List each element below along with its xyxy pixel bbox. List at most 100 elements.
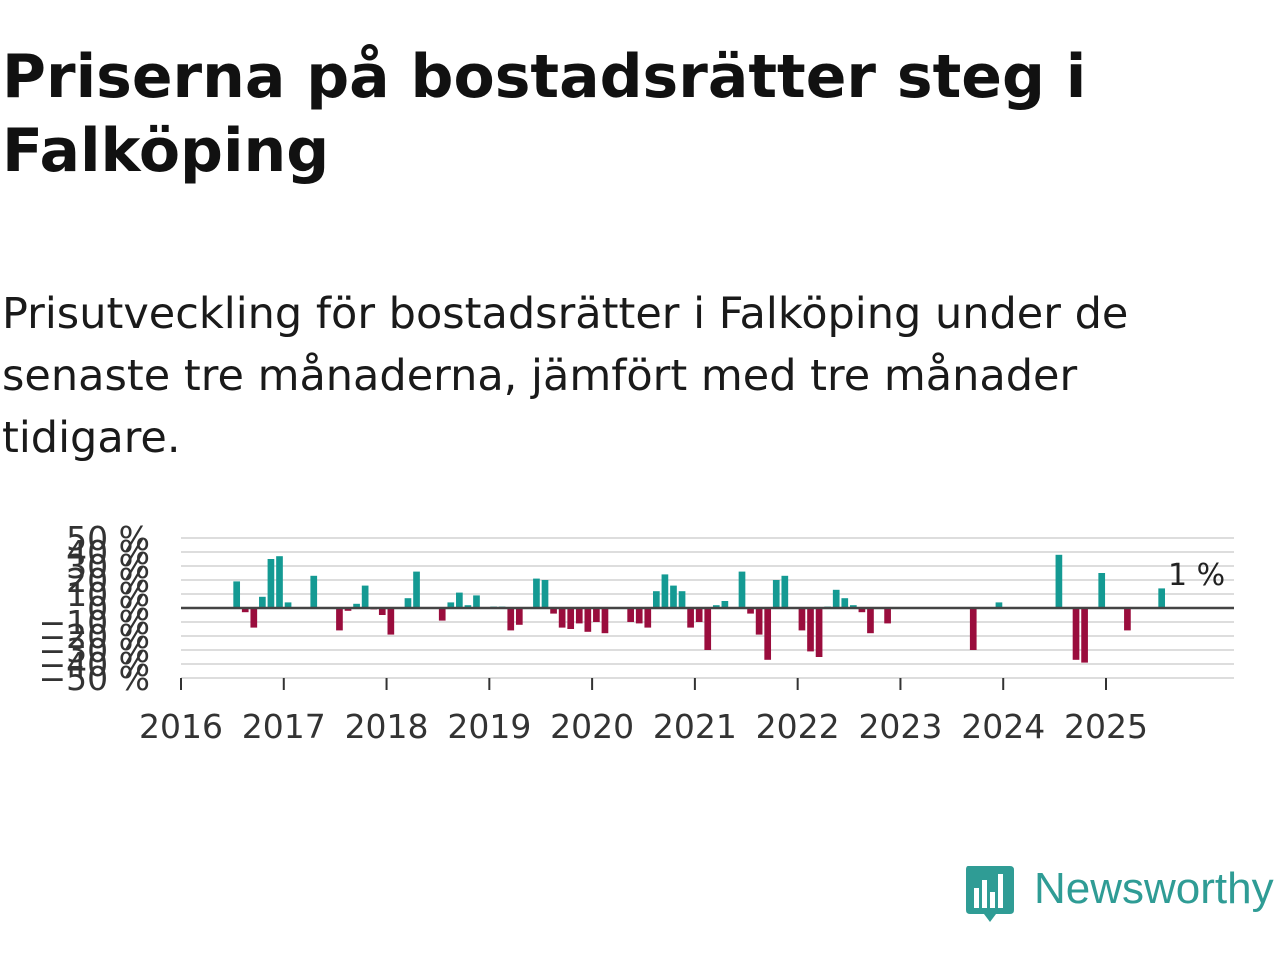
newsworthy-logo: Newsworthy: [962, 862, 1278, 928]
bar: [464, 605, 472, 608]
bar: [541, 580, 549, 608]
bar: [558, 608, 566, 628]
bar: [1098, 573, 1106, 608]
bar: [653, 591, 660, 608]
x-tick-label: 2017: [242, 707, 326, 746]
bar: [635, 608, 643, 624]
bars: [233, 554, 1166, 663]
bar: [678, 591, 686, 608]
bar: [670, 585, 677, 608]
bar: [575, 608, 583, 624]
bar: [507, 608, 515, 631]
annotation: 1 %: [1168, 558, 1225, 593]
bar: [584, 608, 592, 632]
bar: [515, 608, 523, 625]
bar: [456, 592, 463, 608]
x-tick-label: 2018: [345, 707, 429, 746]
y-tick-label: −20 %: [39, 617, 151, 656]
bar: [250, 608, 258, 628]
bar: [772, 580, 780, 608]
y-tick-label: −30 %: [39, 631, 151, 670]
x-axis-tick-labels: 2016 2017 2018 2019 2020 2021 2022 2023 2024 2025: [139, 707, 1148, 746]
newsworthy-logo-text: Newsworthy: [1034, 864, 1274, 913]
bar: [404, 598, 412, 608]
bar: [241, 608, 249, 613]
bar: [755, 608, 763, 635]
bar: [276, 556, 283, 608]
bar: [661, 574, 669, 608]
y-tick-label: −50 %: [39, 659, 151, 698]
bar: [627, 608, 634, 622]
bar: [473, 595, 480, 608]
bar: [533, 578, 540, 608]
chart-subtitle: Prisutveckling för bostadsrätter i Falkö…: [2, 289, 1129, 463]
bar: [738, 571, 746, 608]
bar: [884, 608, 891, 624]
bar: [815, 608, 823, 657]
bar: [995, 602, 1003, 608]
bar: [858, 608, 866, 613]
bar: [310, 575, 318, 608]
bar-chart: −50 %−40 %−30 %−20 %−10 %0 %10 %20 %30 %…: [39, 519, 1234, 746]
bar: [567, 608, 575, 629]
bar: [378, 608, 386, 615]
bar: [438, 608, 446, 621]
bar: [807, 608, 814, 652]
bar: [841, 598, 849, 608]
x-tick-label: 2019: [447, 707, 531, 746]
annotation-label: 1 %: [1168, 558, 1225, 593]
bar: [1055, 554, 1063, 608]
bar: [1072, 608, 1080, 660]
axes: [180, 606, 1234, 690]
bar: [704, 608, 712, 650]
x-tick-label: 2022: [756, 707, 840, 746]
x-tick-label: 2024: [961, 707, 1045, 746]
y-tick-label: 10 %: [66, 575, 150, 614]
bar: [1081, 608, 1088, 663]
x-tick-label: 2020: [550, 707, 634, 746]
y-tick-label: 40 %: [66, 533, 150, 572]
y-tick-label: 0 %: [87, 589, 150, 628]
bar: [259, 596, 266, 608]
bar: [781, 575, 789, 608]
bar: [644, 608, 652, 628]
bar: [447, 602, 455, 608]
bar: [764, 608, 772, 660]
y-tick-label: −40 %: [39, 645, 151, 684]
y-tick-label: −10 %: [39, 603, 151, 642]
bar: [601, 608, 609, 634]
bar: [849, 605, 857, 608]
newsworthy-logo-icon: [966, 866, 1014, 922]
bar: [687, 608, 694, 628]
bar: [695, 608, 703, 622]
bar: [344, 608, 352, 611]
y-tick-label: 20 %: [66, 561, 150, 600]
bar: [721, 601, 729, 608]
y-tick-label: 50 %: [66, 519, 150, 558]
bar: [284, 602, 292, 608]
bar: [593, 608, 600, 622]
y-tick-label: 30 %: [66, 547, 150, 586]
bar: [267, 559, 275, 608]
bar: [798, 608, 806, 631]
bar: [353, 603, 360, 608]
x-tick-label: 2025: [1064, 707, 1148, 746]
bar: [387, 608, 395, 635]
bar: [1124, 608, 1131, 631]
x-tick-label: 2021: [653, 707, 737, 746]
chart-title: Priserna på bostadsrätter steg i Falköpi…: [2, 42, 1087, 186]
x-tick-label: 2023: [858, 707, 942, 746]
bar: [361, 585, 369, 608]
x-tick-label: 2016: [139, 707, 223, 746]
bar: [550, 608, 557, 614]
bar: [969, 608, 977, 650]
bar: [747, 608, 754, 614]
y-axis-tick-labels: −50 %−40 %−30 %−20 %−10 %0 %10 %20 %30 %…: [39, 519, 151, 698]
bar: [336, 608, 343, 631]
bar: [712, 605, 720, 608]
bar: [867, 608, 874, 634]
bar: [233, 581, 241, 608]
bar: [832, 589, 840, 608]
bar: [1158, 588, 1166, 608]
bar: [413, 571, 420, 608]
